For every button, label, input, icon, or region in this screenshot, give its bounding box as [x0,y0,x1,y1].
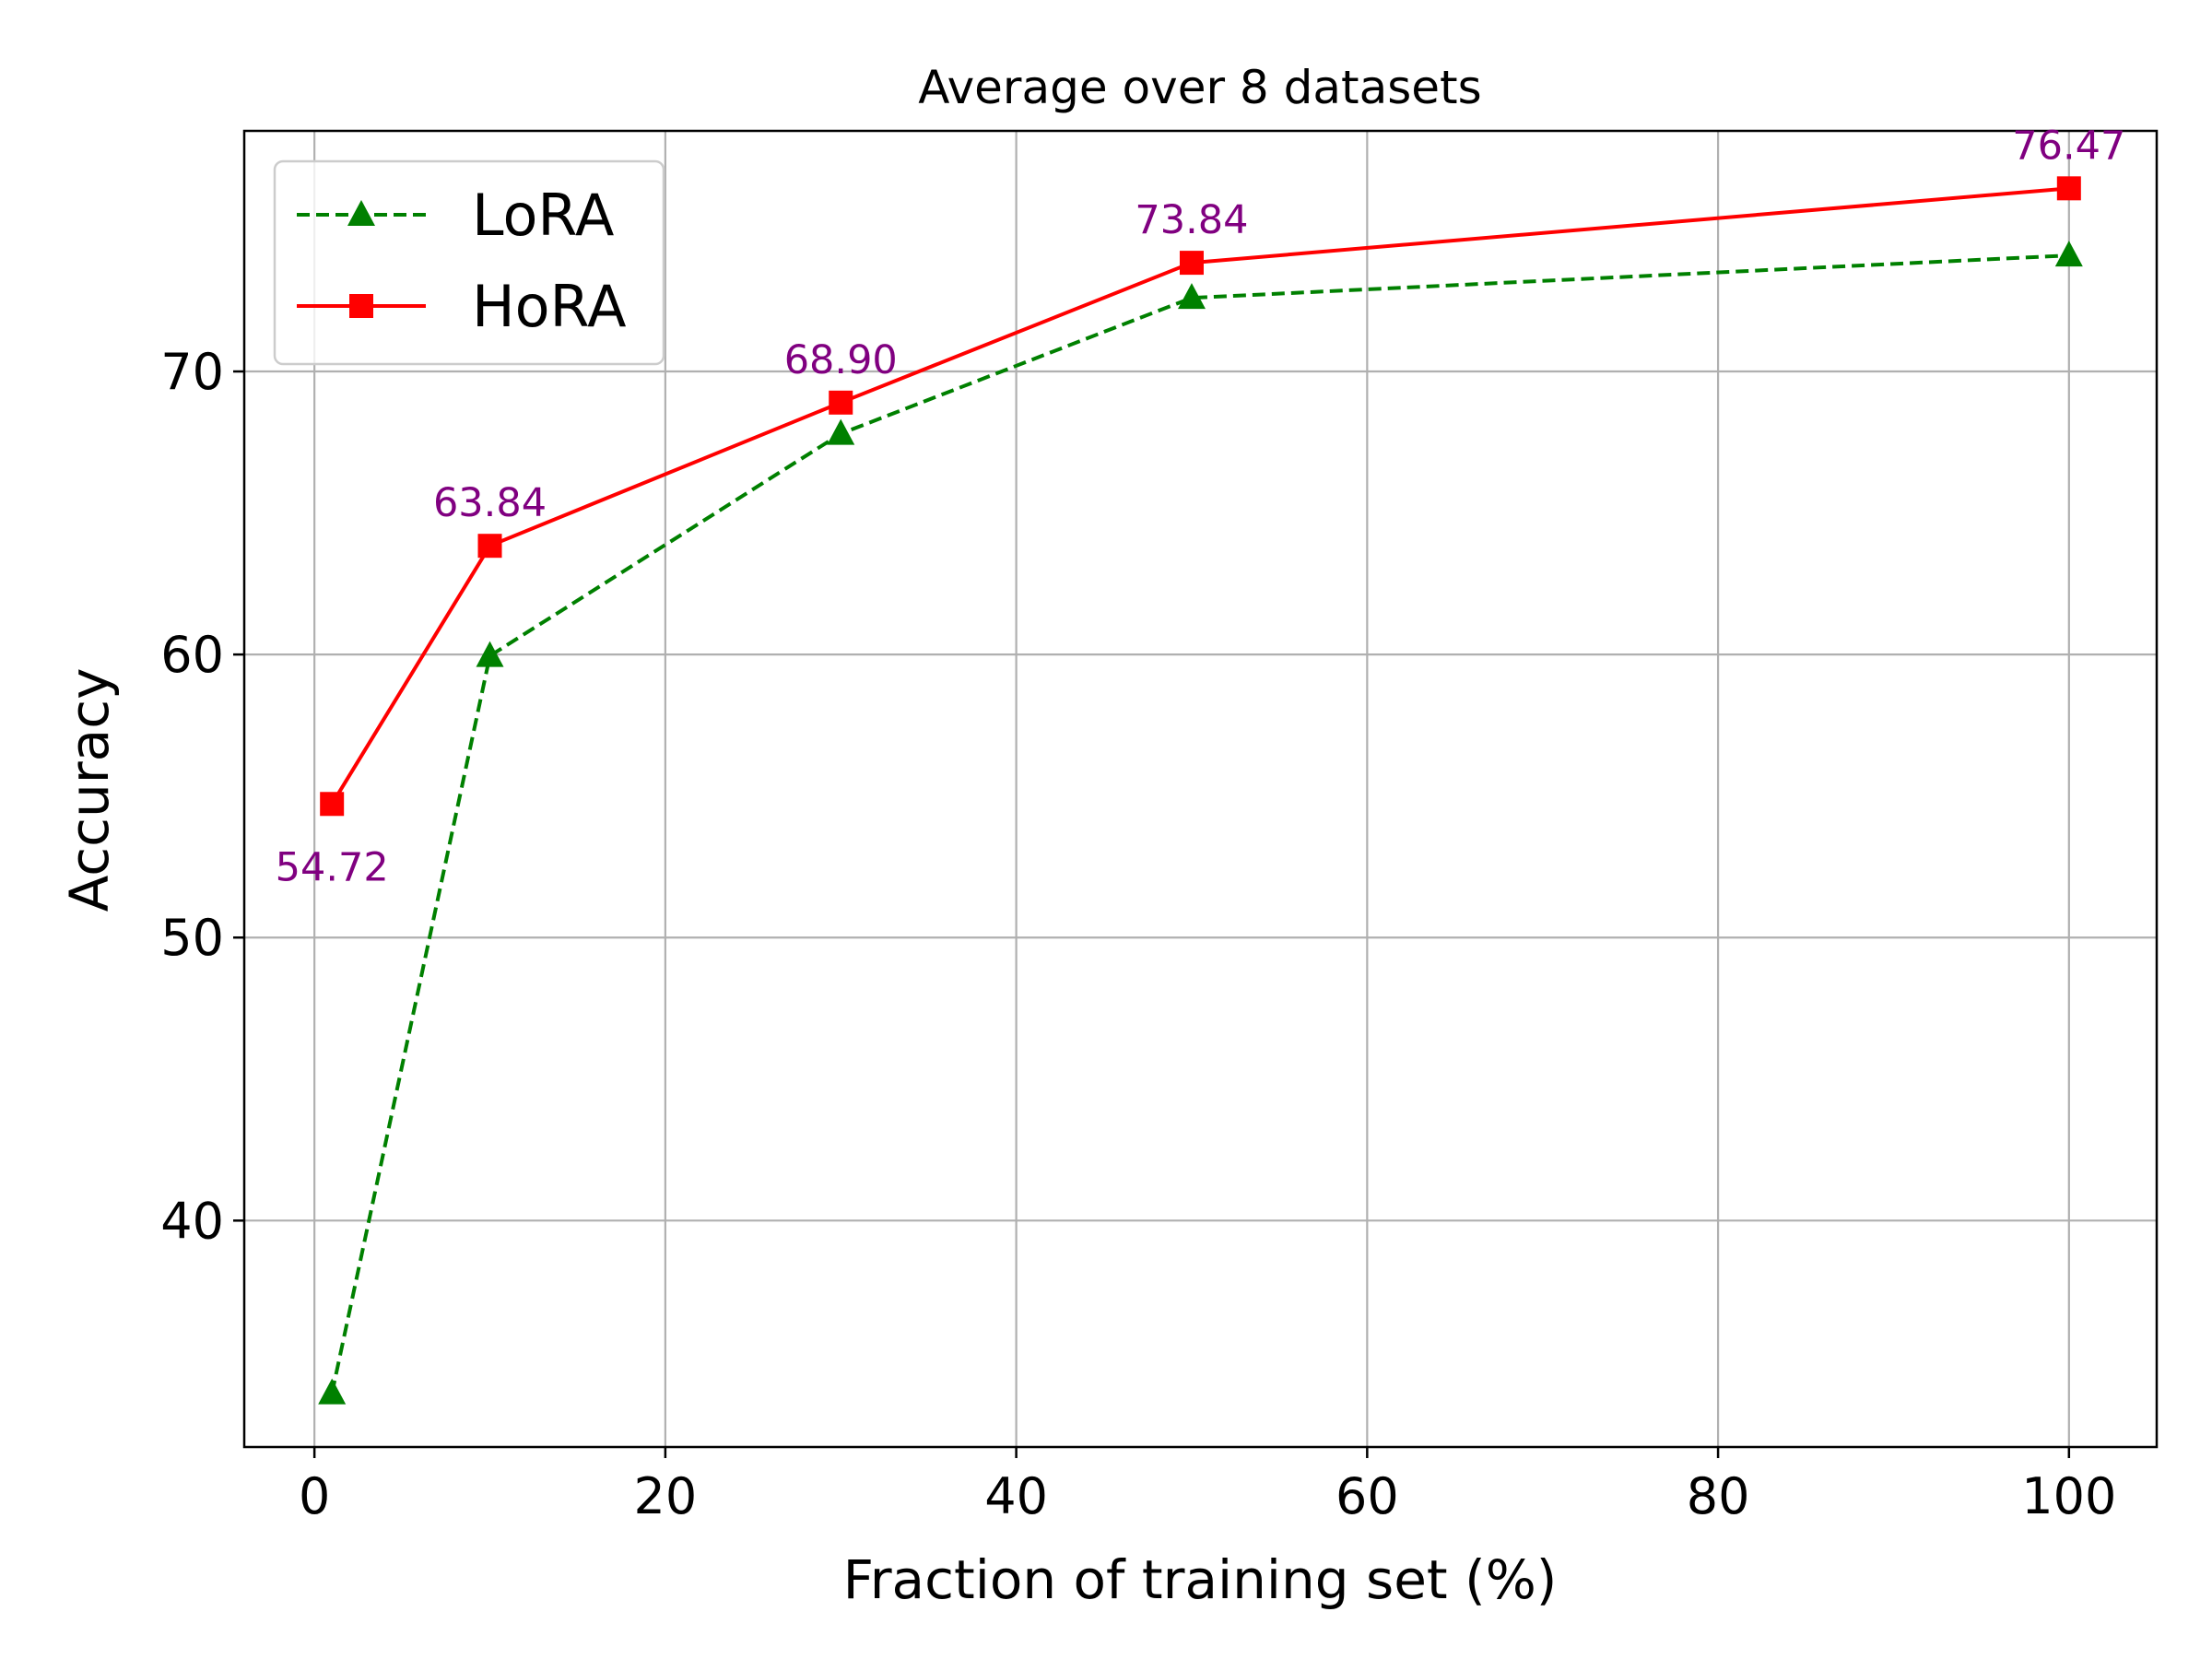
plot-frame [242,129,2159,1449]
lora-point [318,1378,347,1405]
x-tick-label: 60 [1335,1467,1399,1525]
x-tick-label: 0 [299,1467,330,1525]
x-tick-label: 40 [984,1467,1048,1525]
y-tick-label: 50 [160,909,224,967]
legend-label-hora: HoRA [472,273,627,340]
y-tick-label: 60 [160,626,224,684]
x-axis-label: Fraction of training set (%) [843,1548,1558,1611]
legend-marker-hora [349,294,373,318]
series-hora [320,176,2081,817]
data-label: 73.84 [1135,197,1248,243]
hora-point [1179,251,1204,276]
hora-point [829,390,853,415]
legend-item-lora: LoRA [297,182,614,249]
data-label: 68.90 [784,337,898,383]
plot-series [318,176,2083,1405]
lora-point [827,418,855,445]
lora-point [2054,241,2083,267]
legend-marker-lora [347,200,375,226]
hora-point [477,534,502,559]
legend-label-lora: LoRA [472,182,614,249]
chart-title: Average over 8 datasets [918,61,1481,114]
hora-point [2056,176,2081,201]
data-label: 54.72 [276,844,389,890]
series-lora [318,241,2083,1405]
axis-ticks: 0 20 40 60 80 100 40 50 60 70 [160,343,2116,1525]
data-label: 63.84 [433,480,547,526]
y-tick-label: 40 [160,1192,224,1250]
y-tick-label: 70 [160,343,224,401]
grid-lines [244,131,2157,1447]
x-tick-label: 20 [634,1467,698,1525]
lora-point [476,641,504,667]
data-annotations: 54.72 63.84 68.90 73.84 76.47 [276,123,2126,890]
hora-point [320,792,345,817]
data-label: 76.47 [2012,123,2125,169]
y-axis-label: Accuracy [58,668,121,912]
legend: LoRA HoRA [273,159,665,366]
legend-item-hora: HoRA [297,273,627,340]
lora-point [1177,283,1206,310]
x-tick-label: 80 [1687,1467,1750,1525]
x-tick-label: 100 [2021,1467,2116,1525]
